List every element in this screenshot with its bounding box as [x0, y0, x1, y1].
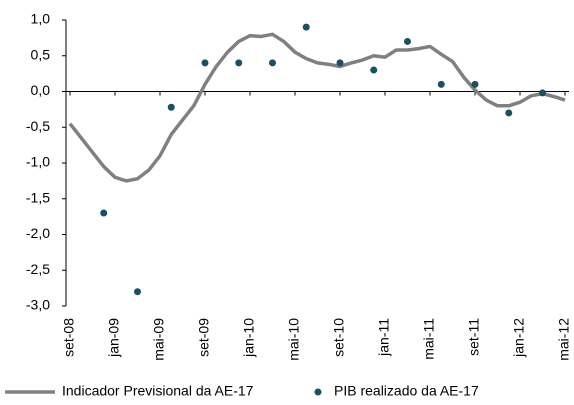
scatter-point [100, 209, 108, 217]
scatter-point [167, 103, 175, 111]
y-tick-label: -1,5 [26, 189, 50, 205]
x-tick-label: set-08 [61, 318, 77, 357]
scatter-point [134, 288, 141, 296]
y-tick-label: -0,5 [26, 118, 50, 134]
scatter-point [437, 80, 445, 88]
y-tick-label: 1,0 [31, 11, 51, 27]
scatter-point [505, 109, 513, 117]
x-tick-label: mai-12 [556, 318, 572, 361]
y-tick-label: -2,0 [26, 225, 50, 241]
scatter-point [336, 59, 344, 67]
legend-label: Indicador Previsional da AE-17 [62, 383, 254, 399]
x-tick-label: mai-10 [286, 318, 302, 361]
x-tick-label: set-11 [466, 318, 482, 356]
x-tick-label: jan-10 [241, 318, 257, 358]
x-tick-label: mai-11 [421, 318, 437, 360]
x-tick-label: jan-12 [511, 318, 527, 358]
scatter-point [235, 59, 243, 67]
x-tick-label: jan-11 [376, 318, 392, 357]
y-tick-label: 0,5 [31, 46, 51, 62]
x-tick-label: set-09 [196, 318, 212, 357]
y-tick-label: -3,0 [26, 297, 50, 313]
scatter-point [201, 59, 209, 67]
x-tick-label: set-10 [331, 318, 347, 357]
y-tick-label: -1,0 [26, 154, 50, 170]
x-tick-label: jan-09 [106, 318, 122, 358]
y-tick-label: 0,0 [31, 82, 51, 98]
scatter-point [269, 59, 276, 67]
scatter-point [539, 89, 546, 97]
legend-label: PIB realizado da AE-17 [334, 383, 479, 399]
legend-swatch [314, 388, 322, 396]
y-tick-label: -2,5 [26, 261, 50, 277]
scatter-point [370, 66, 378, 74]
x-tick-label: mai-09 [151, 318, 167, 361]
line-series [68, 32, 566, 183]
scatter-point [404, 37, 411, 45]
scatter-point [471, 80, 479, 88]
scatter-point [302, 23, 310, 31]
